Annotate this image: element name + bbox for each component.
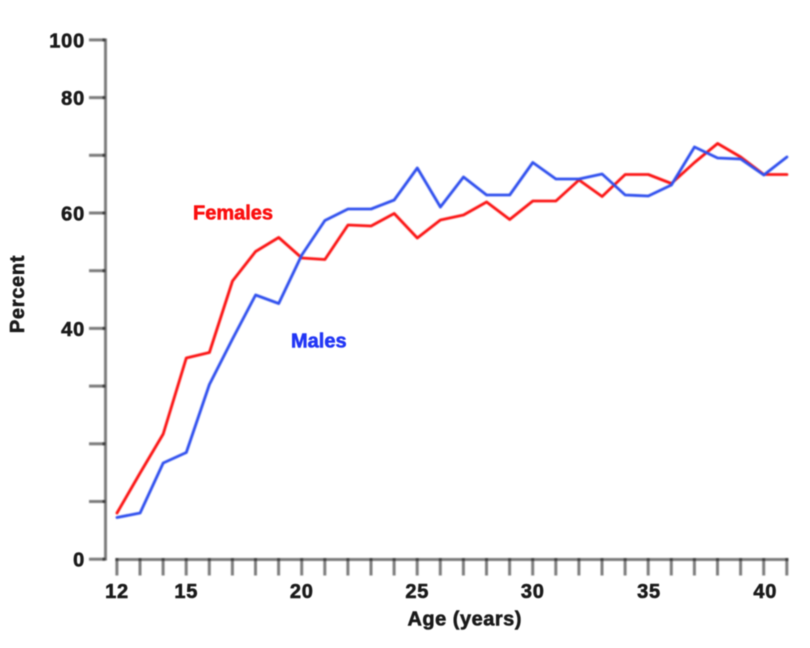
svg-text:0: 0 bbox=[73, 550, 85, 572]
svg-text:20: 20 bbox=[290, 581, 314, 603]
svg-text:80: 80 bbox=[61, 88, 85, 110]
svg-text:25: 25 bbox=[405, 581, 429, 603]
svg-text:100: 100 bbox=[49, 30, 85, 52]
svg-text:40: 40 bbox=[753, 581, 777, 603]
svg-text:30: 30 bbox=[521, 581, 545, 603]
svg-text:35: 35 bbox=[637, 581, 661, 603]
svg-text:40: 40 bbox=[61, 319, 85, 341]
svg-text:Percent: Percent bbox=[7, 255, 29, 333]
svg-text:60: 60 bbox=[61, 204, 85, 226]
svg-text:Males: Males bbox=[291, 331, 347, 353]
svg-text:15: 15 bbox=[174, 581, 198, 603]
svg-text:Age (years): Age (years) bbox=[407, 609, 521, 631]
svg-text:Females: Females bbox=[193, 203, 273, 225]
svg-text:12: 12 bbox=[105, 581, 129, 603]
